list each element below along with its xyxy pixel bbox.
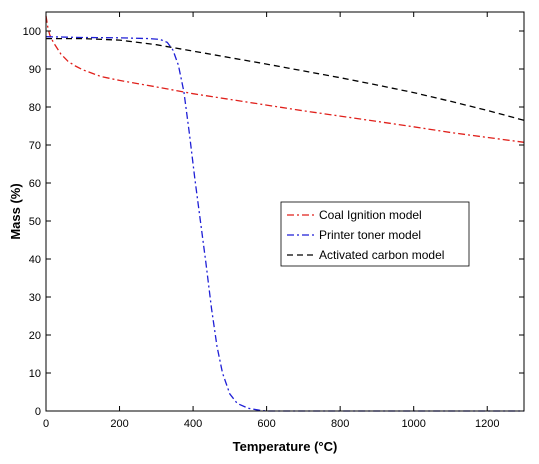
y-tick-label: 90 xyxy=(29,64,41,76)
y-tick-label: 100 xyxy=(23,26,41,38)
legend: Coal Ignition model Printer toner model Ac… xyxy=(280,201,470,267)
y-tick-label: 40 xyxy=(29,254,41,266)
x-tick-label: 0 xyxy=(43,418,49,430)
y-tick-label: 70 xyxy=(29,140,41,152)
axis-ticks: 0 200 400 600 800 1000 1200 0 10 20 30 40 50 60 70 80 90… xyxy=(23,12,524,430)
plot-frame xyxy=(45,11,525,412)
x-tick-label: 1000 xyxy=(401,418,425,430)
x-tick-label: 200 xyxy=(110,418,128,430)
x-tick-label: 800 xyxy=(331,418,349,430)
y-tick-label: 80 xyxy=(29,102,41,114)
y-tick-label: 50 xyxy=(29,216,41,228)
plot-lines xyxy=(45,15,525,412)
y-tick-label: 10 xyxy=(29,368,41,380)
x-tick-label: 600 xyxy=(257,418,275,430)
series-line-activated-carbon-model xyxy=(46,37,525,121)
series-line-printer-toner-model xyxy=(45,36,524,412)
y-axis-title: Mass (%) xyxy=(8,183,23,239)
legend-label: Activated carbon model xyxy=(319,248,444,262)
y-tick-label: 30 xyxy=(29,292,41,304)
x-tick-label: 1200 xyxy=(475,418,499,430)
legend-label: Coal Ignition model xyxy=(319,208,422,222)
x-tick-label: 400 xyxy=(184,418,202,430)
x-axis-title: Temperature (°C) xyxy=(233,439,338,454)
y-tick-label: 60 xyxy=(29,178,41,190)
series-line-coal-ignition-model xyxy=(45,15,525,143)
y-tick-label: 20 xyxy=(29,330,41,342)
y-tick-label: 0 xyxy=(35,406,41,418)
legend-label: Printer toner model xyxy=(319,228,421,242)
